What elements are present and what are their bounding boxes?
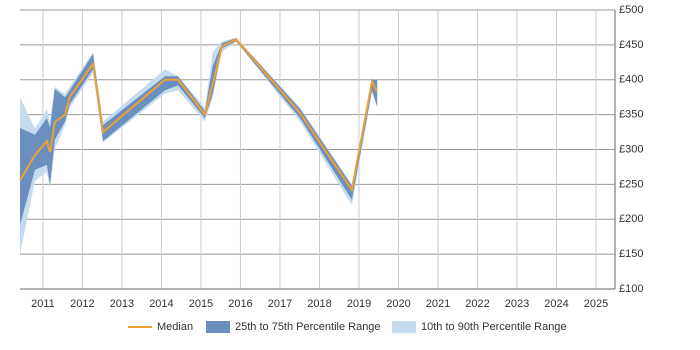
- y-tick-label: £500: [619, 4, 643, 16]
- legend-swatch: [392, 321, 416, 333]
- y-tick-label: £300: [619, 143, 643, 155]
- median-line: [19, 38, 379, 193]
- x-tick-label: 2023: [505, 298, 529, 310]
- x-tick-label: 2021: [426, 298, 450, 310]
- y-tick-label: £250: [619, 178, 643, 190]
- y-tick-label: £100: [619, 283, 643, 295]
- legend-label: 10th to 90th Percentile Range: [421, 321, 567, 333]
- x-tick-label: 2022: [465, 298, 489, 310]
- x-tick-label: 2017: [268, 298, 292, 310]
- x-tick-label: 2014: [149, 298, 173, 310]
- x-tick-label: 2011: [31, 298, 55, 310]
- x-tick-label: 2015: [189, 298, 213, 310]
- x-tick-label: 2024: [544, 298, 568, 310]
- percentile-band: [20, 37, 378, 225]
- x-tick-label: 2016: [228, 298, 252, 310]
- legend-label: 25th to 75th Percentile Range: [235, 321, 381, 333]
- x-tick-label: 2018: [307, 298, 331, 310]
- x-tick-label: 2025: [584, 298, 608, 310]
- y-tick-label: £400: [619, 74, 643, 86]
- x-tick-label: 2020: [386, 298, 410, 310]
- x-tick-label: 2019: [347, 298, 371, 310]
- legend-swatch: [206, 321, 230, 333]
- x-tick-label: 2013: [110, 298, 134, 310]
- y-tick-label: £350: [619, 109, 643, 121]
- legend-label: Median: [157, 321, 193, 333]
- y-tick-label: £450: [619, 39, 643, 51]
- y-tick-label: £200: [619, 213, 643, 225]
- x-tick-label: 2012: [70, 298, 94, 310]
- y-tick-label: £150: [619, 248, 643, 260]
